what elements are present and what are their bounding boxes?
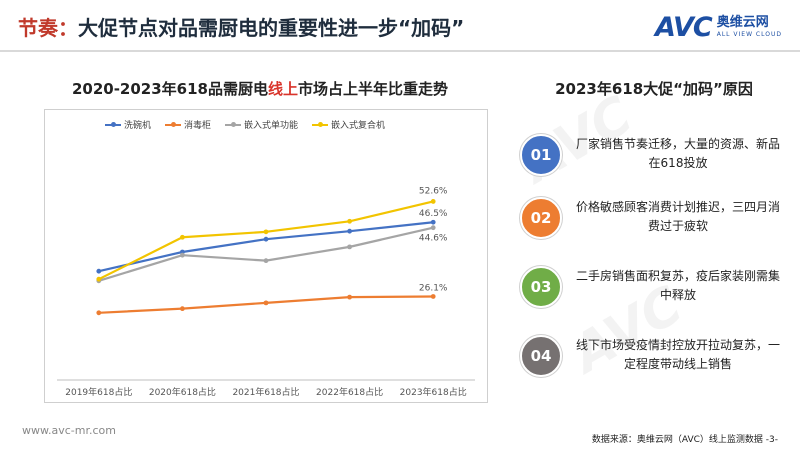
x-tick-label: 2022年618占比 — [316, 386, 383, 398]
data-point — [430, 219, 436, 225]
reason-number-badge: 02 — [520, 197, 562, 239]
chart-title-part1: 2020-2023年618品需厨电 — [71, 80, 268, 98]
data-point — [96, 276, 102, 282]
website-url: www.avc-mr.com — [22, 424, 116, 437]
data-point — [263, 236, 269, 242]
legend-swatch — [225, 121, 242, 127]
data-label: 46.5% — [419, 209, 448, 219]
reasons-title: 2023年618大促“加码”原因 — [555, 80, 753, 98]
chart-panel: 洗碗机 消毒柜 嵌入式单功能 嵌入式复合机 2019年618占比 2020年618占比 2… — [44, 109, 488, 403]
chart-legend: 洗碗机 消毒柜 嵌入式单功能 嵌入式复合机 — [105, 118, 385, 131]
legend-item: 嵌入式复合机 — [312, 118, 385, 131]
x-tick-label: 2020年618占比 — [149, 386, 216, 398]
reason-item-3: 03 二手房销售面积复苏，疫后家装刚需集中释放 — [520, 266, 788, 308]
brand-text: 奥维云网 ALL VIEW CLOUD — [717, 16, 782, 38]
data-point — [263, 300, 269, 306]
data-point — [430, 294, 436, 299]
legend-label: 嵌入式复合机 — [331, 121, 386, 131]
brand-name-cn: 奥维云网 — [716, 15, 769, 30]
x-tick-label: 2021年618占比 — [232, 386, 299, 398]
x-tick-label: 2019年618占比 — [65, 386, 132, 398]
reason-text: 厂家销售节奏迁移，大量的资源、新品在618投放 — [575, 137, 780, 170]
data-point — [347, 218, 352, 224]
legend-item: 嵌入式单功能 — [225, 118, 298, 131]
brand-logo-mark: AVC — [654, 11, 713, 43]
data-point — [347, 244, 352, 250]
chart-title-part2: 市场占上半年比重走势 — [298, 80, 449, 98]
slide-title-main: 大促节点对品需厨电的重要性进一步“加码” — [78, 16, 465, 40]
legend-label: 嵌入式单功能 — [244, 121, 299, 131]
reason-number-badge: 01 — [520, 134, 562, 176]
legend-label: 消毒柜 — [184, 121, 212, 131]
reason-text: 线下市场受疫情封控放开拉动复苏，一定程度带动线上销售 — [575, 338, 780, 371]
chart-title-highlight: 线上 — [268, 80, 299, 98]
reason-item-4: 04 线下市场受疫情封控放开拉动复苏，一定程度带动线上销售 — [520, 335, 788, 377]
legend-swatch — [105, 121, 121, 127]
data-point — [347, 228, 352, 234]
legend-item: 洗碗机 — [105, 118, 151, 131]
data-label: 52.6% — [419, 186, 448, 196]
reason-text: 二手房销售面积复苏，疫后家装刚需集中释放 — [575, 269, 780, 302]
title-bar: 节奏：大促节点对品需厨电的重要性进一步“加码” AVC 奥维云网 ALL VIE… — [0, 0, 800, 52]
legend-swatch — [165, 121, 182, 127]
data-label: 26.1% — [419, 283, 448, 293]
reason-item-1: 01 厂家销售节奏迁移，大量的资源、新品在618投放 — [520, 134, 788, 176]
legend-label: 洗碗机 — [124, 121, 152, 131]
data-point — [430, 225, 436, 231]
data-point — [263, 258, 269, 264]
title-divider — [0, 50, 800, 52]
brand-name-en: ALL VIEW CLOUD — [716, 31, 782, 38]
data-label: 44.6% — [419, 234, 448, 244]
data-point — [180, 306, 185, 312]
data-point — [263, 229, 269, 235]
reason-number-badge: 04 — [520, 335, 562, 377]
data-point — [180, 252, 185, 258]
legend-item: 消毒柜 — [165, 118, 211, 131]
reason-text: 价格敏感顾客消费计划推迟，三四月消费过于疲软 — [575, 200, 780, 233]
legend-swatch — [312, 121, 329, 127]
data-point — [96, 268, 102, 274]
data-point — [180, 234, 185, 240]
chart-title: 2020-2023年618品需厨电线上市场占上半年比重走势 — [40, 78, 480, 99]
data-point — [96, 310, 102, 316]
slide-title: 节奏：大促节点对品需厨电的重要性进一步“加码” — [18, 12, 464, 41]
slide-title-prefix: 节奏： — [18, 16, 78, 40]
brand-logo: AVC 奥维云网 ALL VIEW CLOUD — [655, 10, 782, 44]
line-chart: 2019年618占比 2020年618占比 2021年618占比 2022年618占比… — [57, 186, 475, 398]
reason-item-2: 02 价格敏感顾客消费计划推迟，三四月消费过于疲软 — [520, 197, 788, 239]
data-point — [430, 199, 436, 204]
reason-number-badge: 03 — [520, 266, 562, 308]
data-point — [347, 294, 352, 300]
x-tick-label: 2023年618占比 — [400, 386, 467, 398]
data-source: 数据来源：奥维云网（AVC）线上监测数据 -3- — [591, 435, 778, 445]
